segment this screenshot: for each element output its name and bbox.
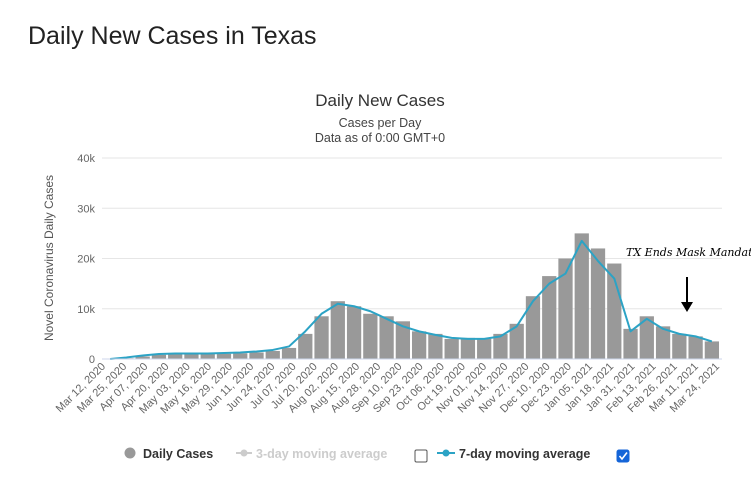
daily-cases-bar[interactable] — [525, 296, 541, 359]
daily-cases-bar[interactable] — [460, 337, 476, 359]
daily-cases-bar[interactable] — [558, 258, 573, 360]
daily-cases-bar[interactable] — [379, 316, 394, 359]
daily-cases-bar[interactable] — [200, 353, 215, 359]
check-icon — [618, 452, 628, 461]
y-tick-labels: 0 10k 20k 30k 40k — [77, 153, 95, 366]
moving-average-line[interactable] — [110, 239, 713, 360]
daily-cases-bar[interactable] — [412, 331, 427, 359]
page-title: Daily New Cases in Texas — [28, 22, 317, 50]
daily-cases-bar[interactable] — [590, 248, 606, 359]
legend-marker-7-day — [442, 449, 450, 457]
annotation-label: TX Ends Mask Mandate — [626, 246, 751, 259]
annotation: TX Ends Mask Mandate — [626, 246, 751, 312]
daily-cases-bar[interactable] — [346, 306, 362, 359]
checkbox-7-day-box — [616, 449, 630, 463]
legend-item-3-day-average[interactable]: 3-day moving average — [236, 447, 428, 463]
daily-cases-bar[interactable] — [477, 338, 492, 359]
daily-cases-bar[interactable] — [623, 328, 638, 359]
daily-cases-bar[interactable] — [184, 353, 199, 359]
y-tick-label: 20k — [77, 254, 95, 266]
legend-item-daily-cases[interactable]: Daily Cases — [124, 447, 214, 461]
daily-cases-bar[interactable] — [233, 353, 248, 359]
legend-marker-3-day — [240, 449, 248, 457]
daily-cases-bar[interactable] — [135, 356, 150, 359]
daily-cases-bar[interactable] — [688, 336, 703, 359]
daily-cases-bar[interactable] — [298, 333, 313, 360]
daily-cases-bar[interactable] — [493, 333, 508, 360]
checkbox-7-day-average[interactable] — [616, 449, 630, 463]
daily-cases-bar[interactable] — [151, 354, 167, 359]
daily-cases-bar[interactable] — [639, 316, 654, 359]
legend-marker-daily-cases — [124, 447, 136, 459]
daily-cases-bar[interactable] — [281, 347, 297, 359]
y-tick-label: 40k — [77, 153, 95, 165]
legend-label-3-day-average: 3-day moving average — [256, 447, 387, 461]
daily-cases-bar[interactable] — [704, 341, 719, 359]
daily-cases-bar[interactable] — [265, 350, 280, 359]
daily-cases-bar[interactable] — [363, 313, 378, 359]
daily-cases-bar[interactable] — [249, 352, 264, 359]
chart-title: Daily New Cases — [315, 91, 444, 110]
legend-item-7-day-average[interactable]: 7-day moving average — [437, 447, 630, 463]
daily-cases-bar[interactable] — [330, 301, 345, 359]
daily-cases-bars[interactable] — [103, 233, 719, 360]
daily-cases-bar[interactable] — [672, 333, 687, 360]
legend-label-7-day-average: 7-day moving average — [459, 447, 590, 461]
daily-cases-bar[interactable] — [216, 353, 232, 359]
daily-cases-bar[interactable] — [428, 333, 443, 360]
grid-lines — [102, 157, 722, 310]
checkbox-3-day-average[interactable] — [414, 449, 428, 463]
daily-cases-bar[interactable] — [509, 323, 524, 359]
y-tick-label: 10k — [77, 304, 95, 316]
y-axis-label: Novel Coronavirus Daily Cases — [42, 175, 56, 341]
legend: Daily Cases 3-day moving average 7-day m… — [124, 447, 630, 463]
seven-day-average-line[interactable] — [110, 239, 713, 360]
y-tick-label: 0 — [89, 354, 95, 366]
daily-cases-bar[interactable] — [314, 316, 329, 359]
daily-cases-bar[interactable] — [168, 353, 183, 359]
daily-cases-bar[interactable] — [542, 276, 557, 359]
chart-subtitle: Cases per Day — [339, 116, 422, 130]
y-tick-label: 30k — [77, 203, 95, 215]
annotation-arrow-head — [681, 302, 693, 312]
daily-cases-bar[interactable] — [444, 338, 459, 359]
chart-subtitle-date: Data as of 0:00 GMT+0 — [315, 131, 445, 145]
daily-cases-bar[interactable] — [395, 321, 410, 359]
daily-cases-bar[interactable] — [574, 233, 589, 360]
legend-label-daily-cases: Daily Cases — [143, 447, 213, 461]
daily-cases-bar[interactable] — [655, 326, 671, 359]
